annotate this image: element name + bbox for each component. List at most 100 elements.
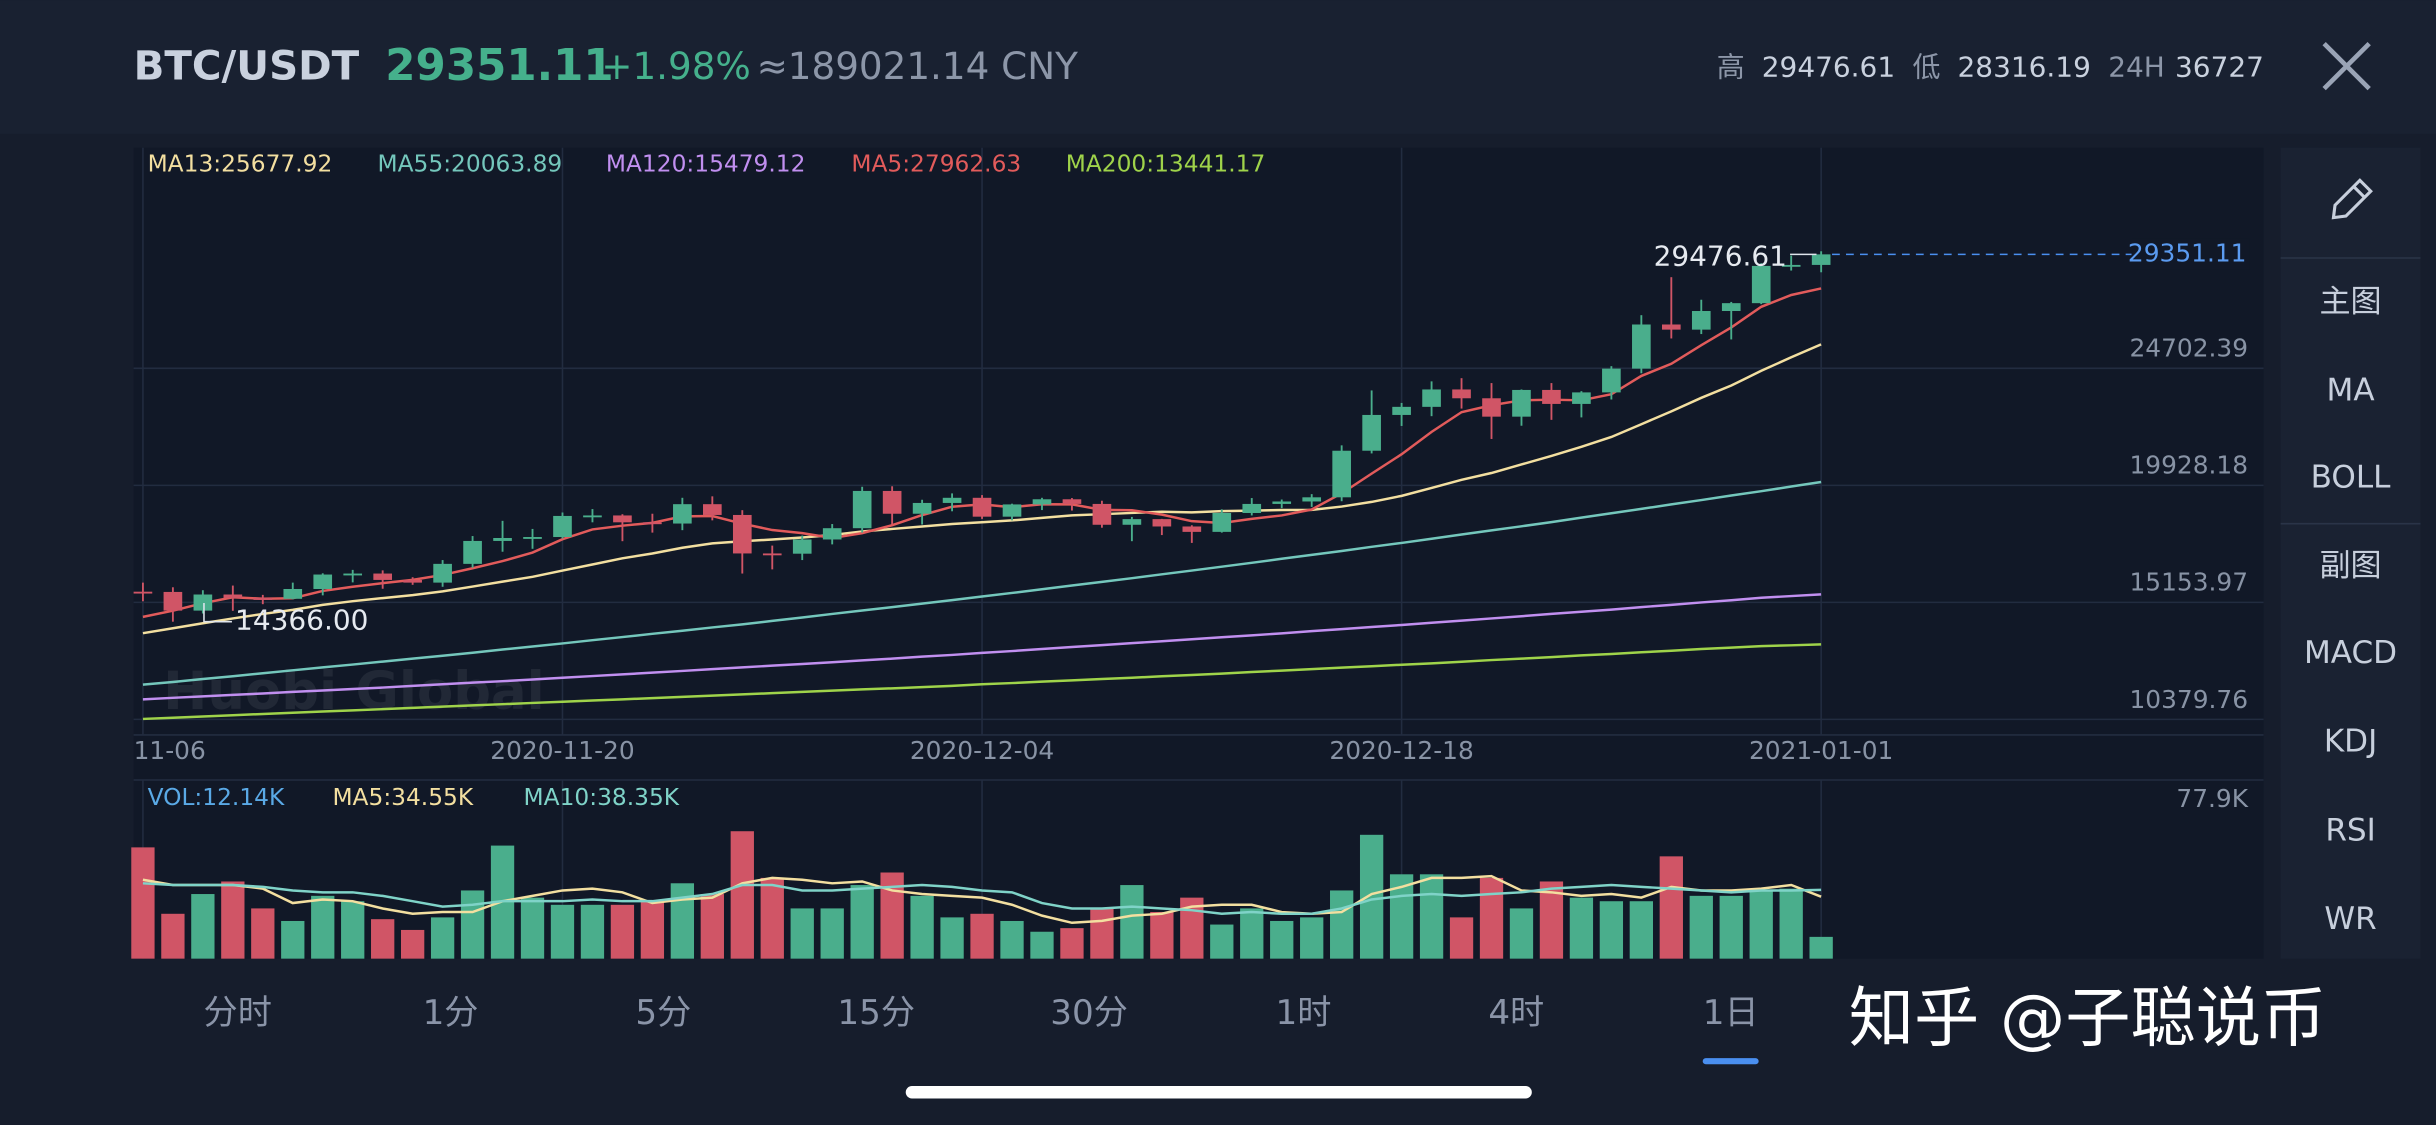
close-icon[interactable] [2322, 41, 2371, 91]
tab-underline [1702, 1058, 1759, 1065]
interval-tab[interactable]: 15分 [837, 993, 915, 1033]
volume-bar [1300, 917, 1324, 959]
volume-bar [1060, 928, 1084, 959]
volume-legend: VOL:12.14K [148, 784, 285, 811]
candle-body [523, 537, 542, 539]
x-tick-label: 2020-11-20 [490, 736, 634, 765]
legend-entry: MA120:15479.12 [606, 150, 806, 177]
volume-bar [251, 908, 275, 959]
sidebar-item[interactable]: RSI [2325, 812, 2375, 848]
volume-bar [760, 877, 784, 959]
candle-body [1781, 264, 1801, 267]
pencil-icon[interactable] [2331, 178, 2373, 220]
candle-body [703, 504, 722, 515]
volume-bar [1270, 920, 1294, 959]
volume-bar [1479, 877, 1504, 959]
sidebar-item[interactable]: BOLL [2311, 460, 2392, 496]
candle-body [553, 515, 572, 538]
low-label: 低 [1912, 50, 1940, 83]
candle-body [1332, 450, 1351, 498]
volume-bar [520, 897, 545, 959]
volume-bar [1689, 895, 1713, 959]
ma-line [142, 480, 1822, 686]
candle-body [1122, 519, 1142, 525]
candle-body [1482, 398, 1501, 417]
candle-body [1182, 526, 1202, 532]
volume-bar [1779, 888, 1803, 959]
legend-entry: MA5:34.55K [332, 784, 473, 811]
legend-entry: MA200:13441.17 [1066, 150, 1266, 177]
candle-body [1691, 311, 1711, 330]
volume-bar [1330, 890, 1354, 959]
volume-bar [700, 894, 724, 959]
last-price-label: 29351.11 [2128, 238, 2247, 267]
chart-watermark: Huobi Global [163, 661, 545, 722]
draw-tool[interactable] [2331, 178, 2373, 220]
sidebar-item[interactable]: WR [2324, 901, 2376, 937]
volume-bar [580, 904, 605, 959]
candle-body [133, 591, 153, 594]
legend-entry: MA5:27962.63 [851, 150, 1021, 177]
volume-bar [880, 872, 904, 959]
candle-body [1452, 389, 1471, 399]
sidebar-heading: 副图 [2319, 548, 2381, 584]
last-price: 29351.11 [385, 41, 613, 91]
close-button[interactable] [2322, 41, 2371, 91]
interval-tab[interactable]: 分时 [204, 993, 272, 1033]
pair[interactable]: BTC/USDT [134, 42, 360, 89]
legend-entry: MA55:20063.89 [378, 150, 563, 177]
interval-tab[interactable]: 5分 [635, 993, 691, 1033]
volume-bar [1449, 917, 1474, 959]
high-value: 29476.61 [1762, 50, 1895, 83]
sidebar-item[interactable]: MACD [2304, 635, 2397, 671]
candle-body [313, 574, 333, 589]
candle-body [1362, 414, 1381, 451]
volume-bar [1210, 924, 1234, 959]
low-value: 28316.19 [1957, 50, 2090, 83]
volume-bar [910, 895, 934, 959]
candle-body [792, 539, 812, 554]
candle-body [1032, 499, 1052, 505]
volume-ma-line [142, 882, 1822, 916]
interval-tab[interactable]: 4时 [1488, 993, 1544, 1033]
candle-body [1602, 368, 1621, 393]
candle-body [1811, 254, 1831, 265]
change: +1.98% [601, 44, 751, 88]
interval-tab[interactable]: 1时 [1276, 993, 1332, 1033]
candle-body [1092, 503, 1112, 525]
candle-body [1751, 265, 1771, 304]
candle-body [343, 573, 363, 576]
candle-body [433, 563, 452, 583]
candle-body [822, 528, 842, 540]
candle-body [732, 514, 752, 554]
y-tick-label: 77.9K [2176, 784, 2248, 813]
volume-bar [1569, 897, 1594, 959]
candle-body [223, 594, 243, 599]
volume-bar [281, 920, 305, 959]
volume-bar [1030, 931, 1054, 959]
volume-bar [1539, 881, 1564, 959]
candle-body [1212, 512, 1232, 532]
sidebar-heading: 主图 [2319, 284, 2381, 320]
interval-tab[interactable]: 1分 [423, 993, 479, 1033]
candle-body [762, 553, 782, 556]
candle-body [1721, 303, 1741, 312]
candle-body [403, 579, 422, 583]
candle-body [942, 497, 962, 503]
volume-bar [191, 894, 215, 959]
candle-body [613, 515, 632, 523]
volume-bar [1000, 920, 1024, 959]
y-tick-label: 10379.76 [2129, 685, 2248, 714]
sidebar-item[interactable]: MA [2327, 373, 2375, 409]
volume-bar [371, 919, 395, 959]
volume-bar [1120, 885, 1144, 959]
high-label: 高 [1717, 50, 1745, 83]
sidebar-item[interactable]: KDJ [2324, 724, 2377, 760]
interval-tab[interactable]: 1日 [1703, 993, 1759, 1033]
sidebar [2280, 147, 2421, 959]
volume-bar [1359, 834, 1384, 959]
interval-tab[interactable]: 30分 [1050, 993, 1128, 1033]
candle-body [882, 490, 902, 514]
candle-body [193, 594, 213, 611]
